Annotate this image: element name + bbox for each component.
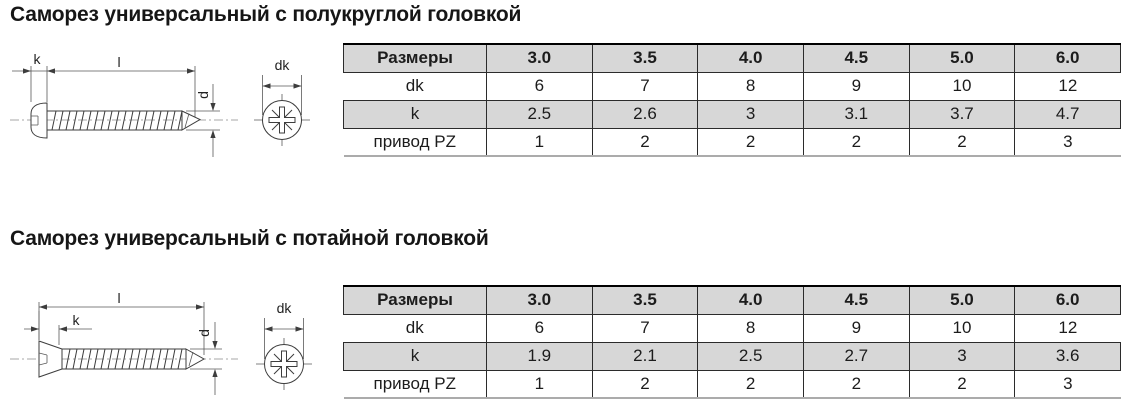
cell: 2.7 [802, 342, 910, 370]
cell: 12 [1014, 72, 1121, 100]
dimension-d: d [190, 322, 222, 395]
countersunk-screw-drawing: l k d dk [10, 290, 312, 395]
header-cell: Размеры [343, 44, 487, 72]
cell: 3.1 [802, 100, 910, 128]
header-cell: 4.5 [802, 44, 910, 72]
cell: 2 [908, 370, 1015, 398]
header-cell: 5.0 [908, 286, 1015, 314]
table-row-dk: dk 6 7 8 9 10 12 [343, 314, 1121, 342]
dimension-label-l: l [117, 290, 120, 306]
cell: 7 [591, 72, 698, 100]
cell: 2.5 [697, 342, 804, 370]
header-cell: 6.0 [1014, 286, 1121, 314]
cell: 9 [802, 314, 910, 342]
cell: 2.1 [591, 342, 698, 370]
table-row-k: k 1.9 2.1 2.5 2.7 3 3.6 [343, 342, 1121, 370]
cell: 10 [908, 314, 1015, 342]
cell: 9 [802, 72, 910, 100]
dimension-label-dk: dk [275, 57, 291, 73]
header-cell: 3.5 [591, 44, 698, 72]
countersunk-size-table: Размеры 3.0 3.5 4.0 4.5 5.0 6.0 dk 6 7 8… [343, 285, 1121, 399]
section-title-countersunk: Саморез универсальный с потайной головко… [10, 227, 489, 250]
header-cell: 6.0 [1014, 44, 1121, 72]
dimension-label-k: k [73, 312, 81, 328]
cell: 3 [1014, 128, 1121, 156]
header-cell: 4.5 [802, 286, 910, 314]
screw-side-view [30, 102, 202, 139]
cell: 2 [697, 128, 804, 156]
thread-hatching [65, 348, 183, 370]
table-header-row: Размеры 3.0 3.5 4.0 4.5 5.0 6.0 [343, 286, 1121, 314]
thread-hatching [51, 110, 183, 131]
screw-end-view: dk [256, 300, 312, 390]
screw-side-view [38, 340, 206, 378]
table-row-drive-pz: привод PZ 1 2 2 2 2 3 [343, 128, 1121, 156]
header-cell: 4.0 [697, 44, 804, 72]
cell: 8 [697, 72, 804, 100]
cell: 2 [908, 128, 1015, 156]
cell: 2 [802, 370, 910, 398]
dimension-label-d: d [196, 329, 212, 337]
table-row-drive-pz: привод PZ 1 2 2 2 2 3 [343, 370, 1121, 398]
dimension-l: l [47, 54, 196, 117]
row-label: k [343, 100, 487, 128]
row-label: dk [405, 76, 424, 95]
header-cell: 3.0 [486, 286, 593, 314]
row-label: dk [405, 318, 424, 337]
cell: 1 [486, 370, 593, 398]
cell: 8 [697, 314, 804, 342]
header-cell: Размеры [343, 286, 487, 314]
cell: 6 [486, 72, 593, 100]
dimension-label-k: k [34, 53, 42, 67]
dimension-label-l: l [117, 54, 120, 70]
header-cell: 5.0 [908, 44, 1015, 72]
cell: 12 [1014, 314, 1121, 342]
cell: 2.6 [591, 100, 698, 128]
cell: 3 [697, 100, 804, 128]
cell: 3 [1014, 370, 1121, 398]
cell: 2.5 [486, 100, 593, 128]
pan-head-size-table: Размеры 3.0 3.5 4.0 4.5 5.0 6.0 dk 6 7 8… [343, 43, 1121, 157]
dimension-label-dk: dk [277, 300, 293, 316]
dimension-k: k [12, 53, 48, 102]
screw-tip [185, 348, 206, 370]
cell: 3 [908, 342, 1015, 370]
cell: 2 [697, 370, 804, 398]
section-title-pan-head: Саморез универсальный с полукруглой голо… [10, 3, 522, 26]
table-row-k: k 2.5 2.6 3 3.1 3.7 4.7 [343, 100, 1121, 128]
cell: 3.7 [908, 100, 1015, 128]
cell: 7 [591, 314, 698, 342]
screw-end-view: dk [254, 57, 310, 146]
pozidriv-recess-icon [268, 106, 296, 134]
dimension-l: l [38, 290, 205, 355]
cell: 6 [486, 314, 593, 342]
header-cell: 3.0 [486, 44, 593, 72]
cell: 2 [802, 128, 910, 156]
dimension-k: k [24, 311, 92, 345]
screw-tip [181, 110, 202, 131]
cell: 1 [486, 128, 593, 156]
cell: 3.6 [1014, 342, 1121, 370]
row-label: привод PZ [373, 373, 456, 393]
pozidriv-recess-icon [270, 350, 298, 378]
dimension-d: d [186, 84, 220, 157]
countersunk-head [38, 340, 63, 378]
row-label: k [343, 342, 487, 370]
pan-head [30, 102, 48, 139]
cell: 1.9 [486, 342, 593, 370]
header-cell: 4.0 [697, 286, 804, 314]
row-label: привод PZ [373, 131, 456, 151]
cell: 10 [908, 72, 1015, 100]
cell: 2 [591, 128, 698, 156]
cell: 4.7 [1014, 100, 1121, 128]
header-cell: 3.5 [591, 286, 698, 314]
table-row-dk: dk 6 7 8 9 10 12 [343, 72, 1121, 100]
pan-head-screw-drawing: k l d dk [10, 53, 310, 157]
dimension-label-d: d [195, 91, 211, 99]
cell: 2 [591, 370, 698, 398]
table-header-row: Размеры 3.0 3.5 4.0 4.5 5.0 6.0 [343, 44, 1121, 72]
